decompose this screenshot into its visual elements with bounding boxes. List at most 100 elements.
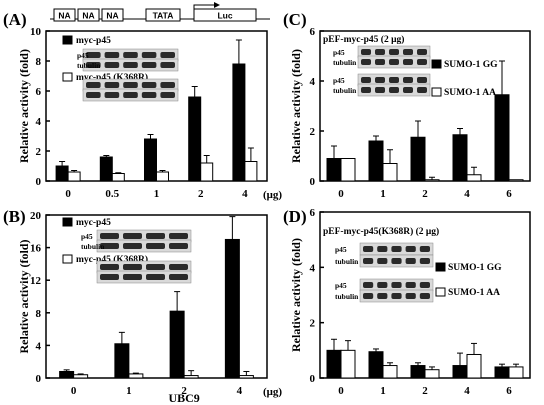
bar xyxy=(368,140,384,182)
y-tick-label: 8 xyxy=(36,308,42,320)
legend-label: myc-p45 xyxy=(76,36,111,46)
blot-band xyxy=(361,49,371,55)
bar xyxy=(410,136,426,182)
bar xyxy=(224,238,240,379)
bar xyxy=(466,353,482,379)
chart-panel-1: (A) 0 2 4 6 8 10 Relative activity (fold) 0 0.5 1 2… xyxy=(3,10,282,201)
y-tick-label: 2 xyxy=(310,318,316,330)
luciferase-box xyxy=(193,8,257,22)
bar xyxy=(244,161,258,182)
x-tick-label: 4 xyxy=(237,385,243,397)
bar xyxy=(382,163,398,182)
bar xyxy=(424,369,440,379)
blot-band xyxy=(363,282,374,288)
legend-label: SUMO-1 AA xyxy=(444,88,496,98)
blot-band xyxy=(363,258,374,264)
blot-band xyxy=(419,282,430,288)
blot-band xyxy=(391,246,402,252)
blot-band xyxy=(104,52,120,58)
bar xyxy=(111,173,125,182)
x-tick-label: 6 xyxy=(506,188,512,200)
bar xyxy=(326,158,342,182)
blot-label: p45 xyxy=(77,51,89,60)
blot-band xyxy=(123,274,142,280)
promoter-construct: NA NA NA TATA Luc xyxy=(50,2,270,22)
blot-band xyxy=(391,293,402,299)
y-tick-label: 0 xyxy=(36,373,42,385)
promoter-box-label-3: NA xyxy=(106,11,118,21)
bar xyxy=(144,138,157,182)
y-tick-label: 4 xyxy=(36,340,42,352)
chart-title: pEF-myc-p45 (2 μg) xyxy=(323,34,404,45)
bar xyxy=(238,375,254,379)
blot-band xyxy=(405,282,416,288)
x-tick-label: 0 xyxy=(71,385,77,397)
panel-letter: (B) xyxy=(3,207,26,226)
blot-band xyxy=(361,87,371,93)
bar xyxy=(114,343,130,379)
blot-band xyxy=(361,59,371,65)
blot-band xyxy=(377,246,388,252)
tata-box xyxy=(145,8,181,22)
blot-band xyxy=(391,258,402,264)
y-tick-label: 8 xyxy=(36,56,42,68)
blot-band xyxy=(100,233,119,239)
bar xyxy=(188,96,202,182)
promoter-box-label-1: NA xyxy=(58,11,70,21)
blot-band xyxy=(363,246,374,252)
blot-band xyxy=(389,87,399,93)
blot-label: tubulin xyxy=(335,257,359,266)
blot-band xyxy=(123,243,142,249)
y-tick-label: 4 xyxy=(310,76,316,88)
blot-band xyxy=(417,49,427,55)
blot-label: p45 xyxy=(81,232,93,241)
panel-letter: (A) xyxy=(3,10,27,29)
bar xyxy=(55,165,69,182)
blot-label: p45 xyxy=(333,48,345,57)
blot-label: tubulin xyxy=(333,58,357,67)
bar xyxy=(73,374,89,379)
blot-band xyxy=(389,77,399,83)
blot-band xyxy=(377,282,388,288)
y-tick-label: 2 xyxy=(36,146,42,158)
blot-band xyxy=(403,77,413,83)
blot-band xyxy=(417,87,427,93)
bar xyxy=(59,370,75,379)
x-tick-label: 2 xyxy=(181,385,187,397)
blot-band xyxy=(361,77,371,83)
promoter-box-1 xyxy=(53,8,76,22)
bar xyxy=(494,366,510,379)
blot-band xyxy=(104,92,120,98)
blot-band xyxy=(403,49,413,55)
blot-band xyxy=(146,243,165,249)
blot-band xyxy=(417,59,427,65)
y-tick-label: 6 xyxy=(36,86,42,98)
blot-band xyxy=(417,77,427,83)
legend-swatch xyxy=(435,262,446,272)
blot-band xyxy=(160,62,175,68)
bar xyxy=(67,171,81,182)
y-axis-label: Relative activity (fold) xyxy=(17,240,31,354)
blot-band xyxy=(100,274,119,280)
bar xyxy=(340,158,356,182)
blot-band xyxy=(86,52,101,58)
blot-band xyxy=(123,62,138,68)
blot-band xyxy=(363,293,374,299)
bar xyxy=(382,365,398,379)
blot-band xyxy=(86,82,101,88)
x-tick-label: 1 xyxy=(154,188,160,200)
blot-label: p45 xyxy=(333,76,345,85)
blot-band xyxy=(123,264,142,270)
x-tick-label: 0 xyxy=(65,188,71,200)
blot-label: p45 xyxy=(335,281,347,290)
blot-band xyxy=(146,233,165,239)
bar xyxy=(452,365,468,379)
x-unit-label: (μg) xyxy=(263,386,282,398)
y-tick-label: 16 xyxy=(30,243,42,255)
blot-band xyxy=(375,49,385,55)
y-tick-label: 0 xyxy=(310,176,316,188)
y-tick-label: 6 xyxy=(310,26,316,38)
blot-band xyxy=(141,52,157,58)
bar xyxy=(368,351,384,379)
